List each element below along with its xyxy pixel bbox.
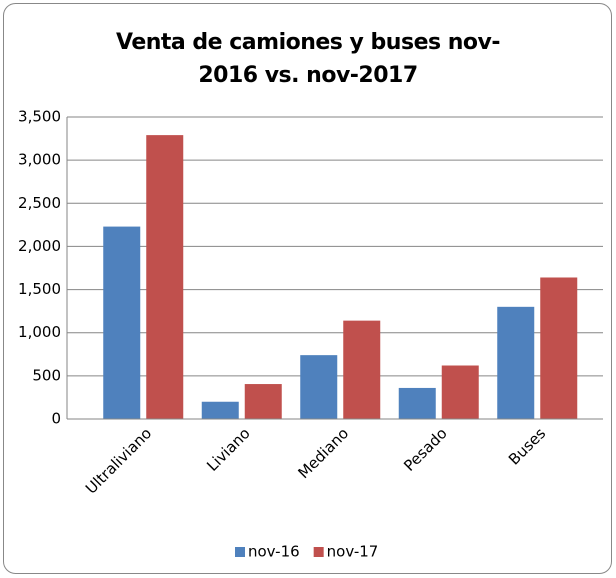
bar [103,226,141,419]
bar [343,320,381,419]
bar [398,387,436,419]
y-tick-label: 0 [51,410,61,428]
bar [146,135,184,419]
legend-label: nov-16 [248,543,300,561]
bar [244,384,282,419]
y-tick-label: 500 [32,366,61,384]
bar [441,365,479,419]
bar [201,401,239,419]
bar [540,277,578,419]
y-tick-label: 3,000 [18,151,61,169]
y-tick-label: 2,500 [18,194,61,212]
y-tick-label: 2,000 [18,237,61,255]
chart-title: Venta de camiones y buses nov-2016 vs. n… [116,30,501,88]
legend-swatch [313,547,324,557]
y-tick-label: 1,000 [18,323,61,341]
y-tick-label: 3,500 [18,108,61,126]
y-tick-label: 1,500 [18,280,61,298]
bar [300,355,338,419]
bar [497,306,535,419]
legend-label: nov-17 [327,543,379,561]
legend-swatch [235,547,245,557]
